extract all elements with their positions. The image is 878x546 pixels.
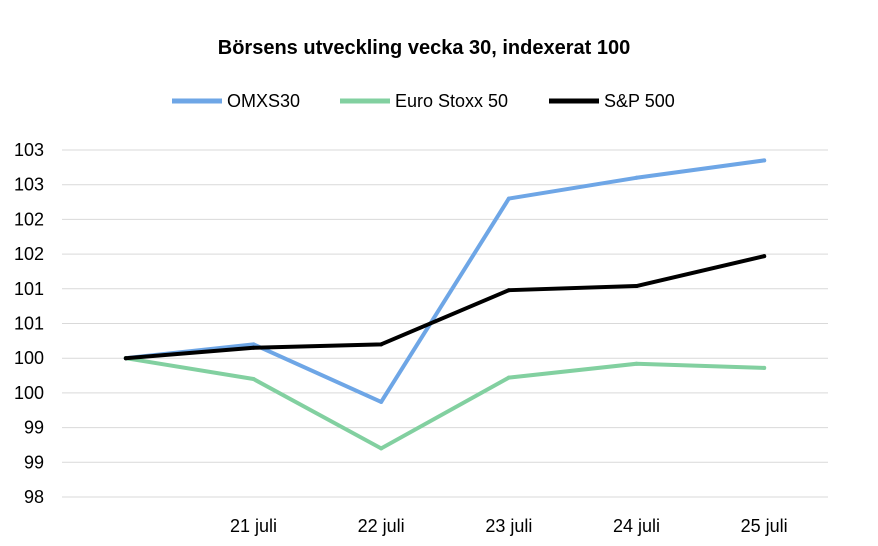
y-tick-label: 98 [24, 487, 44, 507]
x-tick-label: 22 juli [358, 516, 405, 536]
series-line-s-p-500 [123, 254, 767, 361]
chart-title: Börsens utveckling vecka 30, indexerat 1… [218, 37, 630, 59]
x-tick-label: 25 juli [741, 516, 788, 536]
legend-label: S&P 500 [604, 91, 675, 111]
y-tick-label: 102 [14, 209, 44, 229]
series-line-euro-stoxx-50 [123, 356, 767, 451]
x-tick-label: 23 juli [485, 516, 532, 536]
series-line-omxs30 [123, 158, 767, 404]
data-point [251, 377, 256, 382]
y-tick-label: 101 [14, 314, 44, 334]
y-tick-label: 99 [24, 452, 44, 472]
y-tick-label: 101 [14, 279, 44, 299]
data-point [379, 399, 384, 404]
series-group [123, 158, 767, 451]
data-point [379, 342, 384, 347]
series-omxs30 [123, 158, 767, 404]
data-point [506, 375, 511, 380]
legend-item-euro-stoxx-50: Euro Stoxx 50 [340, 91, 508, 111]
data-point [762, 254, 767, 259]
legend-item-s-p-500: S&P 500 [549, 91, 675, 111]
data-point [251, 345, 256, 350]
y-tick-label: 100 [14, 348, 44, 368]
legend: OMXS30 Euro Stoxx 50 S&P 500 [172, 91, 675, 111]
legend-label: Euro Stoxx 50 [395, 91, 508, 111]
series-euro-stoxx-50 [123, 356, 767, 451]
data-point [762, 158, 767, 163]
x-axis: 21 juli 22 juli 23 juli 24 juli 25 juli [230, 516, 788, 536]
x-tick-label: 24 juli [613, 516, 660, 536]
y-tick-label: 103 [14, 175, 44, 195]
series-s-p-500 [123, 254, 767, 361]
data-point [506, 288, 511, 293]
y-tick-label: 100 [14, 383, 44, 403]
legend-label: OMXS30 [227, 91, 300, 111]
y-tick-label: 99 [24, 418, 44, 438]
y-axis: 103 103 102 102 101 101 100 100 99 99 98 [14, 140, 44, 507]
data-point [634, 284, 639, 289]
y-tick-label: 103 [14, 140, 44, 160]
x-tick-label: 21 juli [230, 516, 277, 536]
data-point [251, 342, 256, 347]
y-tick-label: 102 [14, 244, 44, 264]
data-point [634, 361, 639, 366]
data-point [123, 356, 128, 361]
legend-item-omxs30: OMXS30 [172, 91, 300, 111]
data-point [506, 196, 511, 201]
data-point [762, 365, 767, 370]
data-point [634, 175, 639, 180]
grid [62, 149, 828, 498]
data-point [379, 446, 384, 451]
